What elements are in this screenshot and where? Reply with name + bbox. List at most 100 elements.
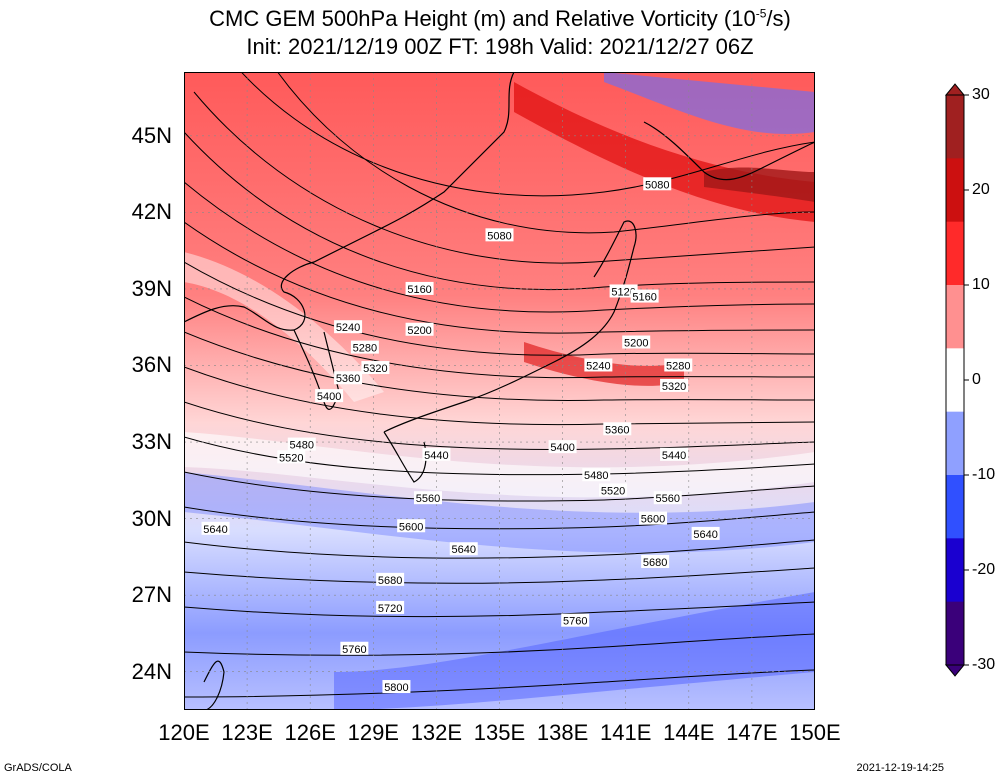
contour-label-text: 5320: [363, 363, 387, 375]
contour-label-text: 5680: [643, 557, 667, 569]
contour-label-text: 5160: [407, 284, 431, 296]
vorticity-band-zero: [184, 432, 815, 498]
colorbar-segment: [946, 348, 964, 413]
contour-label: 5640: [201, 521, 230, 536]
colorbar-top-arrow: [944, 83, 966, 96]
lon-tick-label: 138E: [536, 720, 589, 745]
contour-label-text: 5080: [487, 230, 511, 242]
contour-label-text: 5360: [605, 424, 629, 436]
contour-label: 5200: [405, 322, 434, 337]
contour-label: 5520: [599, 483, 628, 498]
colorbar-segment: [946, 221, 964, 286]
vorticity-map: 5080508051205160516052005200524052405280…: [184, 72, 815, 710]
contour-label-text: 5440: [424, 450, 448, 462]
korea-coast: [293, 329, 340, 410]
taiwan-coast: [203, 660, 225, 710]
contour-label: 5160: [405, 281, 434, 296]
contour-label: 5080: [643, 177, 672, 191]
colorbar-tick-label: -30: [972, 656, 996, 673]
contour-label: 5560: [413, 491, 442, 505]
vorticity-max: [704, 167, 815, 202]
contour-label: 5360: [334, 371, 363, 385]
contour-label-text: 5240: [586, 360, 610, 372]
contour-label-text: 5080: [645, 179, 669, 191]
contour-label-text: 5680: [378, 575, 402, 587]
contour-label: 5440: [660, 447, 689, 462]
vorticity-band-south: [184, 472, 815, 553]
japan-honshu: [383, 220, 637, 433]
colorbar-tick-label: -20: [972, 561, 996, 578]
vorticity-band-southeast: [334, 592, 815, 710]
colorbar-segment: [946, 601, 964, 666]
contour-label: 5440: [422, 447, 451, 462]
colorbar-segment: [946, 95, 964, 159]
lat-tick-label: 27N: [131, 582, 172, 608]
contour-label-text: 5600: [399, 521, 423, 533]
lon-tick-label: 144E: [663, 720, 715, 745]
colorbar-bottom-arrow: [944, 664, 966, 677]
lon-tick-label: 150E: [789, 720, 841, 745]
asia-coast: [184, 72, 515, 331]
contour-label-text: 5200: [624, 338, 648, 350]
contour-label: 5680: [641, 554, 670, 569]
contour-label-text: 5640: [203, 524, 227, 536]
contour-label-text: 5480: [584, 470, 608, 482]
contour-label-text: 5800: [384, 682, 408, 694]
lat-tick-label: 33N: [131, 429, 172, 455]
contour-label-text: 5520: [279, 452, 303, 464]
coastlines: [184, 72, 815, 710]
contour-label-text: 5520: [601, 486, 625, 498]
contour-label: 5760: [561, 613, 590, 628]
contour-label-text: 5560: [416, 493, 440, 505]
contour-label-text: 5240: [336, 322, 360, 334]
contour-label-text: 5600: [641, 514, 665, 526]
contour-label: 5480: [582, 468, 611, 482]
contour-label: 5400: [315, 389, 344, 403]
lat-tick-label: 39N: [131, 275, 172, 301]
contour-label: 5480: [287, 437, 316, 452]
contour-label: 5400: [548, 440, 577, 454]
contour-label: 5240: [584, 358, 613, 372]
colorbar-segment: [946, 158, 964, 223]
lat-tick-label: 36N: [131, 352, 172, 378]
contour-label: 5760: [340, 641, 369, 656]
contour-label: 5120: [609, 284, 638, 298]
contour-label-text: 5720: [378, 603, 402, 615]
lon-tick-label: 141E: [599, 720, 652, 745]
vorticity-band-northeast: [604, 72, 815, 134]
lon-tick-label: 147E: [726, 720, 778, 745]
contour-label: 5640: [691, 526, 720, 541]
lat-tick-label: 30N: [131, 505, 172, 531]
map-frame: [184, 72, 815, 710]
contour-label: 5360: [603, 422, 632, 436]
contour-label-text: 5280: [666, 360, 690, 372]
colorbar-segment: [946, 475, 964, 539]
contour-label: 5240: [334, 320, 363, 334]
colorbar-tick-label: 20: [972, 181, 990, 198]
contour-label-text: 5360: [336, 373, 360, 385]
colorbar-segment: [946, 538, 964, 603]
footer-right: 2021-12-19-14:25: [856, 762, 944, 774]
contour-label: 5320: [660, 378, 689, 393]
contour-label-text: 5440: [662, 450, 686, 462]
contour-label: 5560: [653, 491, 682, 505]
contour-label-text: 5400: [550, 442, 574, 454]
contour-label: 5280: [350, 340, 379, 355]
contour-label-text: 5640: [452, 544, 476, 556]
colorbar-segment: [946, 411, 964, 476]
contour-label-text: 5280: [353, 343, 377, 355]
contour-labels: 5080508051205160516052005200524052405280…: [201, 177, 720, 694]
contour-label: 5080: [485, 228, 514, 242]
colorbar-tick-label: 0: [972, 371, 981, 388]
lon-tick-label: 135E: [473, 720, 526, 745]
lon-tick-label: 123E: [221, 720, 273, 745]
colorbar-tick-label: 30: [972, 86, 990, 103]
japan-hokkaido: [643, 121, 815, 181]
contour-label: 5720: [376, 600, 405, 615]
lon-tick-label: 120E: [158, 720, 210, 745]
contour-label: 5600: [639, 511, 668, 526]
contour-label: 5160: [630, 289, 659, 304]
contour-label-text: 5760: [563, 616, 587, 628]
contour-label: 5680: [376, 572, 405, 587]
lat-lon-grid: [184, 72, 815, 710]
